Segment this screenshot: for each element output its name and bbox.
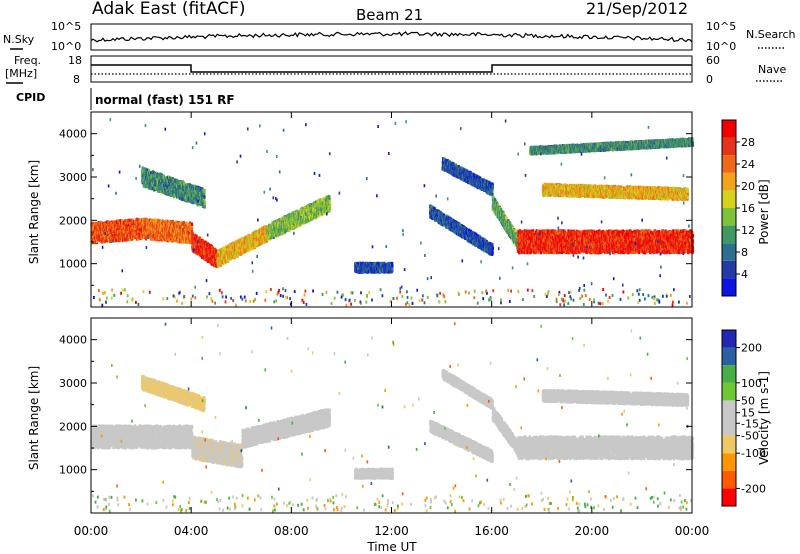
power-cell bbox=[133, 232, 137, 236]
power-cell bbox=[100, 229, 103, 234]
power-cell bbox=[190, 226, 194, 231]
power-cell bbox=[121, 219, 124, 223]
power-cell bbox=[101, 234, 104, 238]
power-cell bbox=[328, 196, 331, 201]
nave-tick-top: 60 bbox=[706, 54, 720, 67]
power-cell bbox=[191, 232, 194, 237]
power-cell bbox=[145, 237, 148, 241]
noise-panel-frame bbox=[90, 23, 693, 51]
power-cell bbox=[122, 227, 125, 232]
power-cell bbox=[167, 220, 170, 224]
power-cell bbox=[146, 232, 149, 236]
power-cell bbox=[107, 220, 110, 225]
power-cell bbox=[156, 236, 159, 240]
noise-search-label: N.Search bbox=[746, 28, 796, 41]
power-cell bbox=[142, 225, 145, 229]
noise-tick-bottom-left: 10^0 bbox=[51, 40, 81, 53]
power-cell bbox=[127, 230, 130, 235]
power-cell bbox=[189, 221, 192, 225]
power-cell bbox=[125, 237, 128, 241]
power-cell bbox=[190, 222, 194, 226]
power-cell bbox=[328, 200, 332, 204]
freq-tick-bottom: 8 bbox=[73, 73, 80, 86]
noise-sky-label: N.Sky bbox=[3, 33, 35, 46]
power-cell bbox=[206, 256, 209, 260]
power-cell bbox=[166, 223, 169, 228]
power-cell bbox=[158, 236, 161, 240]
power-cell bbox=[210, 262, 214, 266]
power-cell bbox=[118, 236, 121, 240]
power-cell bbox=[96, 232, 99, 236]
power-cell bbox=[118, 238, 121, 242]
power-cell bbox=[101, 240, 104, 244]
power-cell bbox=[138, 224, 142, 228]
power-cell bbox=[197, 236, 200, 240]
power-cell bbox=[122, 231, 125, 235]
power-cell bbox=[158, 234, 161, 239]
freq-panel-frame bbox=[90, 55, 693, 83]
nave-tick-bottom: 0 bbox=[706, 73, 713, 86]
power-cell bbox=[102, 229, 105, 233]
cpid-value: normal (fast) 151 RF bbox=[95, 93, 235, 107]
power-cell bbox=[211, 246, 214, 251]
power-cell bbox=[203, 249, 206, 253]
freq-trace bbox=[91, 64, 692, 73]
noise-tick-top-left: 10^5 bbox=[51, 20, 81, 33]
date-label: 21/Sep/2012 bbox=[586, 0, 688, 18]
power-cell bbox=[113, 226, 116, 231]
power-cell bbox=[121, 227, 124, 231]
power-cell bbox=[91, 235, 94, 239]
power-cell bbox=[134, 227, 137, 231]
power-cell bbox=[170, 236, 173, 241]
freq-tick-top: 18 bbox=[68, 54, 82, 67]
power-cell bbox=[176, 225, 179, 229]
power-cell bbox=[188, 234, 192, 238]
freq-label-line1: Freq. bbox=[14, 54, 41, 67]
power-cell bbox=[107, 237, 110, 241]
power-cell bbox=[185, 231, 188, 236]
nave-label: Nave bbox=[758, 63, 786, 76]
power-cell bbox=[129, 235, 132, 239]
freq-label-line2: [MHz] bbox=[5, 67, 37, 80]
noise-tick-top-right: 10^5 bbox=[706, 20, 736, 33]
power-cell bbox=[104, 239, 107, 243]
cpid-label: CPID bbox=[16, 91, 45, 104]
station-title: Adak East (fitACF) bbox=[92, 0, 246, 19]
power-cell bbox=[115, 226, 118, 230]
power-cell bbox=[93, 236, 96, 240]
power-heatmap bbox=[91, 118, 695, 307]
power-cell bbox=[328, 206, 332, 211]
power-cell bbox=[126, 224, 129, 229]
power-cell bbox=[137, 229, 140, 234]
power-cell bbox=[177, 236, 180, 240]
power-cell bbox=[195, 234, 198, 239]
power-cell bbox=[125, 234, 128, 238]
beam-label: Beam 21 bbox=[356, 6, 423, 24]
power-cell bbox=[176, 221, 179, 225]
noise-tick-bottom-right: 10^0 bbox=[706, 40, 736, 53]
power-cell bbox=[217, 253, 220, 257]
noise-sky-trace bbox=[90, 31, 693, 43]
power-cell bbox=[200, 252, 203, 256]
power-cell bbox=[136, 229, 139, 233]
power-cell bbox=[120, 238, 123, 242]
power-cell bbox=[174, 238, 177, 243]
power-cell bbox=[193, 250, 196, 254]
power-cell bbox=[138, 236, 142, 240]
power-cell bbox=[109, 230, 112, 235]
power-cell bbox=[129, 237, 132, 241]
power-cell bbox=[138, 232, 141, 236]
